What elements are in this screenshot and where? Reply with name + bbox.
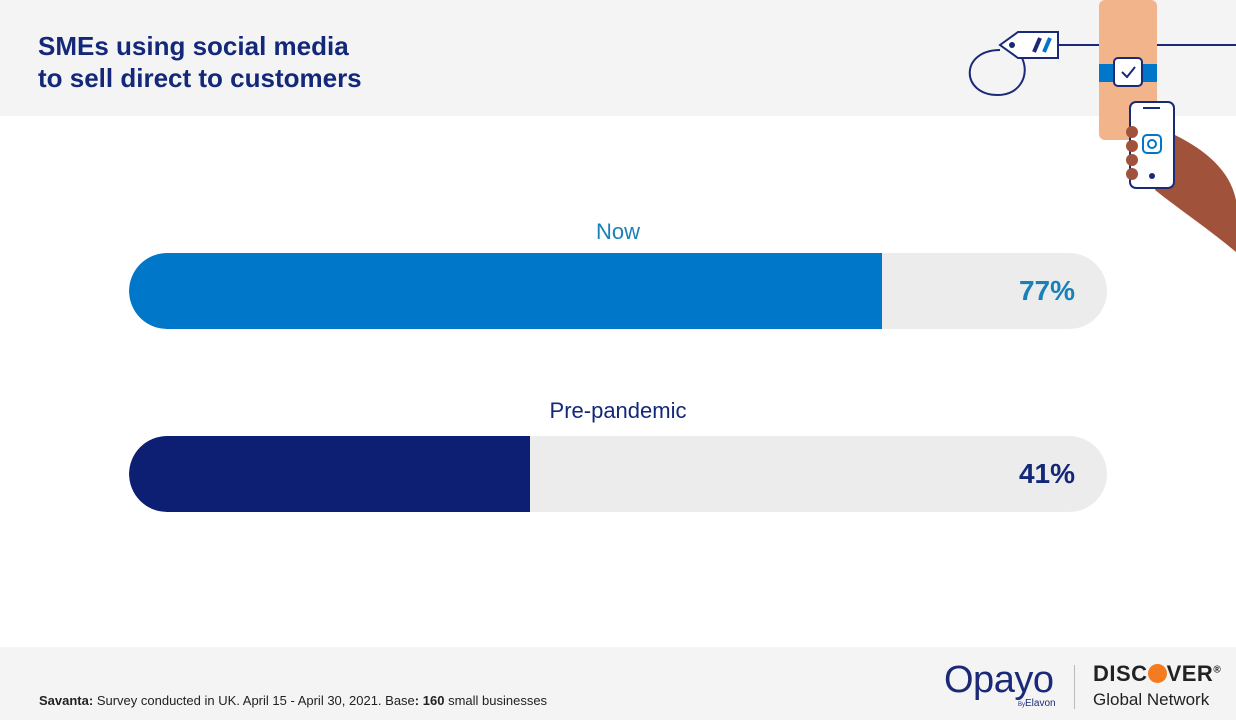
smartwatch-icon (1099, 57, 1157, 87)
smartphone-icon (1129, 101, 1175, 189)
global-network-text: Global Network (1093, 690, 1210, 709)
bar-fill-pre-pandemic (129, 436, 530, 512)
discover-orange-dot-icon (1147, 664, 1167, 683)
bar-label-pre-pandemic: Pre-pandemic (549, 398, 687, 423)
base-colon: : (414, 693, 420, 708)
logo-divider (1074, 665, 1075, 709)
source-text: Survey conducted in UK. April 15 - April… (93, 693, 415, 708)
elavon-text: Elavon (1025, 698, 1056, 709)
discover-logo: DISC VER® (1093, 661, 1221, 687)
instagram-icon (1142, 134, 1162, 154)
opayo-logo: Opayo (944, 659, 1054, 701)
source-note: Savanta: Survey conducted in UK. April 1… (39, 693, 547, 708)
bar-fill-now (129, 253, 883, 329)
hand-phone-illustration (968, 0, 1236, 252)
footer-band: Savanta: Survey conducted in UK. April 1… (0, 647, 1236, 720)
discover-registered: ® (1213, 664, 1222, 676)
base-value: 160 (422, 693, 445, 708)
hand-shape (1155, 135, 1236, 252)
discover-text-start: DISC (1093, 661, 1148, 686)
base-suffix: small businesses (444, 693, 548, 708)
bar-label-now: Now (595, 219, 640, 244)
by-text: By (1018, 702, 1026, 708)
bar-value-now: 77% (1018, 275, 1075, 306)
bar-value-pre-pandemic: 41% (1018, 458, 1075, 489)
bar-track-pre-pandemic: 41% (129, 436, 1107, 512)
price-tag-icon (968, 31, 1236, 97)
chart-title: SMEs using social media to sell direct t… (38, 30, 362, 94)
chart-title-line-2: to sell direct to customers (38, 63, 362, 93)
elavon-logo-text: ByElavon (1018, 698, 1056, 709)
bar-track-now: 77% (129, 253, 1107, 329)
source-name: Savanta: (39, 693, 94, 708)
fingers (1126, 126, 1138, 180)
discover-text-end: VER (1166, 661, 1214, 686)
chart-title-line-1: SMEs using social media (38, 31, 349, 61)
